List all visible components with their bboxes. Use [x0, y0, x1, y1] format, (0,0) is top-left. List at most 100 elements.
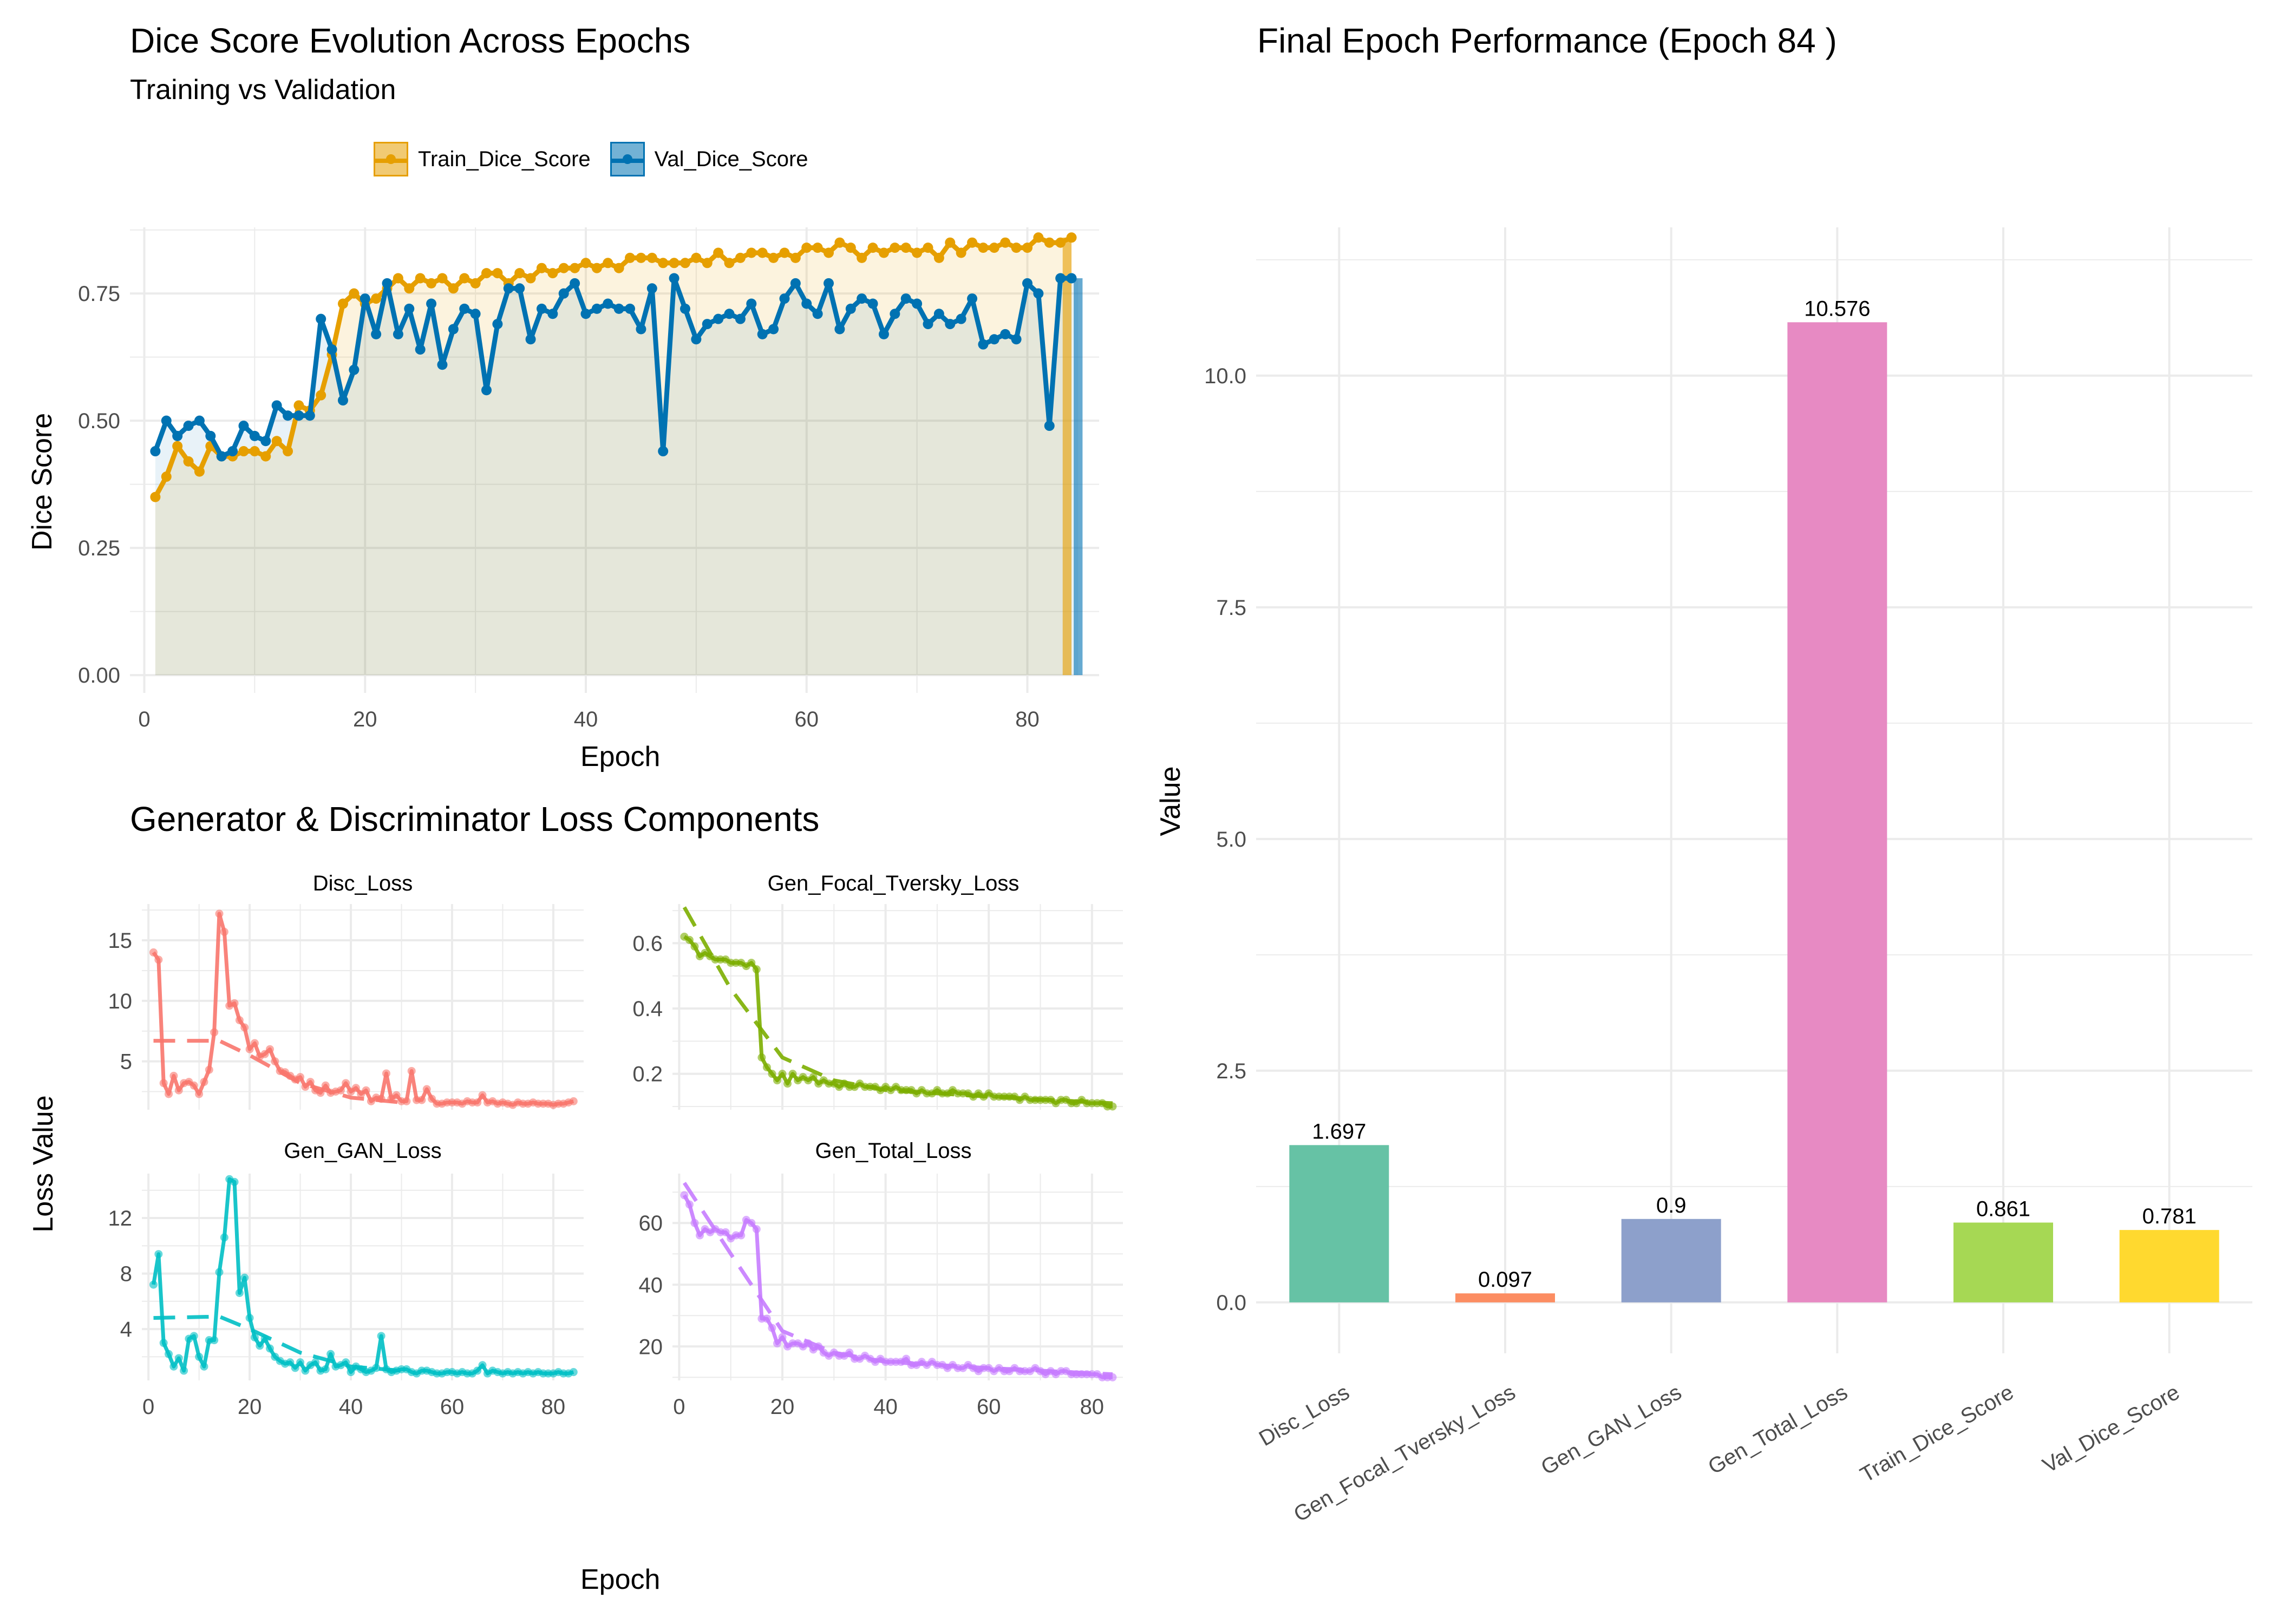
point-Train_Dice_Score: [923, 243, 933, 253]
point-Gen_GAN_Loss: [569, 1368, 578, 1377]
point-Disc_Loss: [230, 999, 239, 1007]
point-Train_Dice_Score: [724, 258, 735, 269]
point-Gen_Total_Loss: [762, 1314, 771, 1323]
point-Gen_GAN_Loss: [301, 1366, 310, 1375]
point-Disc_Loss: [351, 1084, 360, 1092]
panel-a-subtitle: Training vs Validation: [130, 74, 396, 106]
point-Train_Dice_Score: [547, 268, 558, 279]
point-Train_Dice_Score: [801, 243, 812, 253]
y-tick-label: 5: [120, 1050, 132, 1074]
point-Disc_Loss: [220, 927, 228, 936]
trend-Gen_Total_Loss: [682, 1182, 1113, 1377]
point-Gen_GAN_Loss: [200, 1362, 208, 1371]
point-Val_Dice_Score: [1055, 273, 1066, 284]
point-Train_Dice_Score: [271, 436, 282, 447]
point-Train_Dice_Score: [349, 288, 360, 299]
point-Gen_GAN_Loss: [149, 1280, 158, 1289]
point-Val_Dice_Score: [636, 324, 646, 335]
point-Gen_Total_Loss: [902, 1354, 911, 1363]
bar-Val_Dice_Score: [2119, 1230, 2219, 1302]
y-tick-label: 0.75: [78, 282, 120, 306]
point-Val_Dice_Score: [591, 303, 602, 314]
point-Gen_Total_Loss: [721, 1228, 730, 1236]
point-Train_Dice_Score: [713, 247, 724, 258]
point-Val_Dice_Score: [249, 430, 260, 441]
point-Gen_GAN_Loss: [372, 1364, 381, 1372]
x-tick-label: Train_Dice_Score: [1857, 1380, 2018, 1487]
area-Val_Dice_Score: [155, 278, 1079, 676]
point-Val_Dice_Score: [713, 313, 724, 324]
point-Train_Dice_Score: [857, 252, 867, 263]
point-Train_Dice_Score: [625, 252, 636, 263]
point-Train_Dice_Score: [1055, 237, 1066, 248]
point-Val_Dice_Score: [1011, 334, 1022, 345]
point-Val_Dice_Score: [393, 329, 403, 339]
x-tick-label: 60: [977, 1395, 1001, 1419]
point-Val_Dice_Score: [834, 324, 845, 335]
point-Val_Dice_Score: [194, 415, 205, 426]
point-Val_Dice_Score: [437, 359, 448, 370]
y-tick-label: 0.25: [78, 536, 120, 560]
point-Gen_Focal_Tversky_Loss: [778, 1070, 787, 1078]
point-Gen_Focal_Tversky_Loss: [757, 1053, 766, 1062]
point-Val_Dice_Score: [1000, 329, 1011, 339]
point-Gen_GAN_Loss: [256, 1341, 264, 1350]
area-Train_Dice_Score: [155, 237, 1072, 676]
point-Gen_Total_Loss: [747, 1219, 756, 1227]
point-Train_Dice_Score: [989, 243, 999, 253]
point-Val_Dice_Score: [415, 344, 426, 355]
x-tick-label: 60: [794, 708, 819, 731]
point-Train_Dice_Score: [580, 258, 591, 269]
point-Val_Dice_Score: [658, 446, 669, 457]
point-Train_Dice_Score: [702, 258, 713, 269]
x-tick-label: Gen_GAN_Loss: [1537, 1380, 1685, 1480]
facet-Gen_Total_Loss: 0 20 40 60 80 20 40 60: [639, 1174, 1123, 1419]
point-Gen_Total_Loss: [778, 1333, 787, 1341]
point-Gen_Focal_Tversky_Loss: [747, 959, 756, 967]
point-Disc_Loss: [382, 1069, 390, 1078]
point-Disc_Loss: [260, 1050, 269, 1058]
point-Val_Dice_Score: [724, 309, 735, 319]
point-Train_Dice_Score: [249, 446, 260, 457]
point-Val_Dice_Score: [371, 329, 382, 339]
y-tick-label: 0.2: [632, 1063, 663, 1086]
y-tick-label: 0.4: [632, 997, 663, 1021]
point-Val_Dice_Score: [801, 298, 812, 309]
point-Gen_GAN_Loss: [347, 1368, 355, 1377]
point-Train_Dice_Score: [481, 268, 492, 279]
point-Gen_Focal_Tversky_Loss: [788, 1070, 797, 1078]
point-Train_Dice_Score: [890, 243, 900, 253]
x-tick-label: 0: [142, 1395, 154, 1419]
point-Disc_Loss: [306, 1078, 315, 1086]
y-tick-label: 0.00: [78, 664, 120, 687]
point-Gen_Focal_Tversky_Loss: [762, 1063, 771, 1072]
legend-key-train: [374, 142, 408, 176]
point-Train_Dice_Score: [371, 293, 382, 304]
panel-c-title: Final Epoch Performance (Epoch 84 ): [1257, 21, 1837, 60]
panel-a-x-title: Epoch: [580, 741, 661, 772]
point-Val_Dice_Score: [238, 421, 249, 431]
y-tick-label: 5.0: [1216, 828, 1246, 852]
facet-strip-focal: Gen_Focal_Tversky_Loss: [767, 872, 1020, 895]
x-tick-label: Gen_Total_Loss: [1704, 1380, 1851, 1479]
point-Disc_Loss: [342, 1079, 350, 1088]
y-tick-label: 7.5: [1216, 596, 1246, 620]
point-Val_Dice_Score: [768, 324, 779, 335]
point-Gen_GAN_Loss: [215, 1268, 224, 1276]
point-Train_Dice_Score: [978, 243, 989, 253]
point-Train_Dice_Score: [912, 247, 923, 258]
line-Disc_Loss: [152, 912, 574, 1107]
point-Train_Dice_Score: [757, 247, 768, 258]
point-Val_Dice_Score: [679, 303, 690, 314]
point-Disc_Loss: [240, 1023, 249, 1032]
point-Train_Dice_Score: [679, 258, 690, 269]
point-Val_Dice_Score: [547, 309, 558, 319]
point-Disc_Loss: [392, 1091, 401, 1099]
point-Train_Dice_Score: [536, 263, 547, 273]
trend-Gen_Focal_Tversky_Loss: [682, 906, 1113, 1105]
y-tick-label: 60: [639, 1212, 663, 1235]
point-Disc_Loss: [205, 1065, 213, 1074]
point-Train_Dice_Score: [492, 268, 503, 279]
point-Train_Dice_Score: [779, 247, 790, 258]
